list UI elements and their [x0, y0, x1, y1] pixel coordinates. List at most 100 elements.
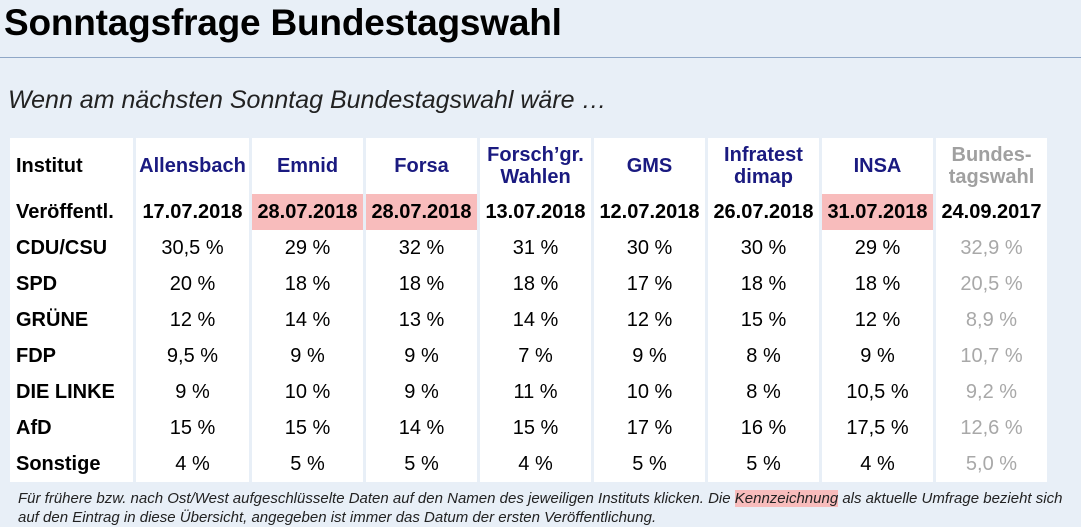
poll-value: 20 % [136, 266, 249, 302]
institute-link[interactable]: Infratest [724, 144, 803, 166]
poll-value-text: 14 % [284, 308, 331, 331]
page-title: Sonntagsfrage Bundestagswahl [4, 2, 562, 43]
poll-value: 12 % [822, 302, 933, 338]
poll-value-text: 17 % [626, 416, 673, 439]
publication-date-text: 12.07.2018 [599, 200, 700, 223]
poll-value-text: 29 % [284, 236, 331, 259]
election-header-line1: Bundes- [951, 144, 1032, 166]
poll-value-text: 9 % [860, 344, 895, 367]
institute-link-line2[interactable]: Wahlen [500, 166, 571, 188]
poll-value-text: 15 % [512, 416, 559, 439]
poll-value: 13 % [366, 302, 477, 338]
poll-value-text: 4 % [860, 452, 895, 475]
poll-value: 30,5 % [136, 230, 249, 266]
poll-value: 31 % [480, 230, 591, 266]
election-result: 5,0 % [936, 446, 1047, 482]
header-institute-4[interactable]: GMS [594, 138, 705, 194]
poll-value: 32 % [366, 230, 477, 266]
footnote-highlight-sample: Kennzeichnung [734, 490, 839, 507]
publication-date: 26.07.2018 [708, 194, 819, 230]
poll-value-text: 15 % [740, 308, 787, 331]
poll-table: Institut Allensbach Emnid Forsa Forsch’gr. Wa… [7, 138, 1050, 482]
poll-value: 15 % [136, 410, 249, 446]
institute-link[interactable]: Forsa [394, 155, 449, 177]
poll-value-text: 5 % [746, 452, 781, 475]
institute-link[interactable]: Allensbach [139, 155, 246, 177]
election-result: 32,9 % [936, 230, 1047, 266]
institute-link[interactable]: Emnid [276, 155, 339, 177]
poll-value: 5 % [594, 446, 705, 482]
header-institute-5[interactable]: Infratest dimap [708, 138, 819, 194]
publication-date: 12.07.2018 [594, 194, 705, 230]
poll-value: 11 % [480, 374, 591, 410]
poll-value-text: 4 % [175, 452, 210, 475]
poll-value-text: 9 % [175, 380, 210, 403]
poll-value: 4 % [480, 446, 591, 482]
publication-date-text: 17.07.2018 [142, 200, 243, 223]
party-name: DIE LINKE [16, 380, 115, 403]
election-result: 8,9 % [936, 302, 1047, 338]
election-result: 12,6 % [936, 410, 1047, 446]
poll-value: 9 % [366, 374, 477, 410]
date-label-text: Veröffentl. [16, 200, 114, 223]
poll-value: 4 % [822, 446, 933, 482]
header-institut-label: Institut [10, 138, 133, 194]
poll-value: 29 % [252, 230, 363, 266]
poll-value: 14 % [480, 302, 591, 338]
poll-value-text: 5 % [290, 452, 325, 475]
institute-link[interactable]: INSA [853, 155, 902, 177]
poll-value: 12 % [594, 302, 705, 338]
poll-value-text: 9 % [290, 344, 325, 367]
poll-value-text: 11 % [513, 380, 558, 403]
party-label: AfD [10, 410, 133, 446]
party-name: FDP [16, 344, 56, 367]
poll-value-text: 9 % [404, 344, 439, 367]
poll-value-text: 30 % [740, 236, 787, 259]
election-date-text: 24.09.2017 [941, 200, 1042, 223]
table-row: SPD 20 % 18 % 18 % 18 % 17 % 18 % 18 % 20,5 % [10, 266, 1047, 302]
institute-link-line2[interactable]: dimap [734, 166, 793, 188]
poll-value-text: 9,5 % [166, 344, 219, 367]
poll-value: 18 % [252, 266, 363, 302]
header-institute-3[interactable]: Forsch’gr. Wahlen [480, 138, 591, 194]
election-result: 9,2 % [936, 374, 1047, 410]
date-row: Veröffentl. 17.07.2018 28.07.2018 28.07.201… [10, 194, 1047, 230]
poll-value-text: 18 % [284, 272, 331, 295]
poll-value-text: 14 % [398, 416, 445, 439]
poll-value-text: 20 % [169, 272, 216, 295]
poll-value: 16 % [708, 410, 819, 446]
poll-value: 10,5 % [822, 374, 933, 410]
table-row: DIE LINKE 9 % 10 % 9 % 11 % 10 % 8 % 10,5 % 9,2 … [10, 374, 1047, 410]
publication-date-text: 13.07.2018 [485, 200, 586, 223]
publication-date: 13.07.2018 [480, 194, 591, 230]
header-institute-1[interactable]: Emnid [252, 138, 363, 194]
poll-value: 5 % [366, 446, 477, 482]
poll-value: 10 % [594, 374, 705, 410]
table-row: AfD 15 % 15 % 14 % 15 % 17 % 16 % 17,5 % 12,6 % [10, 410, 1047, 446]
publication-date-text: 28.07.2018 [371, 200, 472, 223]
institute-link[interactable]: GMS [626, 155, 673, 177]
poll-value-text: 17,5 % [846, 416, 909, 439]
poll-value: 8 % [708, 374, 819, 410]
footnote-text-2: als aktuelle Umfrage bezieht sich auf de… [18, 490, 1063, 526]
poll-value: 10 % [252, 374, 363, 410]
poll-value: 7 % [480, 338, 591, 374]
header-institute-2[interactable]: Forsa [366, 138, 477, 194]
party-label: GRÜNE [10, 302, 133, 338]
party-label: CDU/CSU [10, 230, 133, 266]
election-result-text: 10,7 % [960, 344, 1023, 367]
poll-value: 12 % [136, 302, 249, 338]
election-date: 24.09.2017 [936, 194, 1047, 230]
poll-value: 30 % [708, 230, 819, 266]
institute-link[interactable]: Forsch’gr. [487, 144, 584, 166]
header-institute-0[interactable]: Allensbach [136, 138, 249, 194]
poll-value: 15 % [708, 302, 819, 338]
poll-value-text: 32 % [398, 236, 445, 259]
footnote: Für frühere bzw. nach Ost/West aufgeschl… [18, 489, 1068, 527]
poll-value-text: 15 % [284, 416, 331, 439]
party-name: CDU/CSU [16, 236, 108, 259]
poll-value-text: 13 % [398, 308, 445, 331]
header-institute-6[interactable]: INSA [822, 138, 933, 194]
election-result-text: 5,0 % [965, 452, 1018, 475]
publication-date: 28.07.2018 [366, 194, 477, 230]
